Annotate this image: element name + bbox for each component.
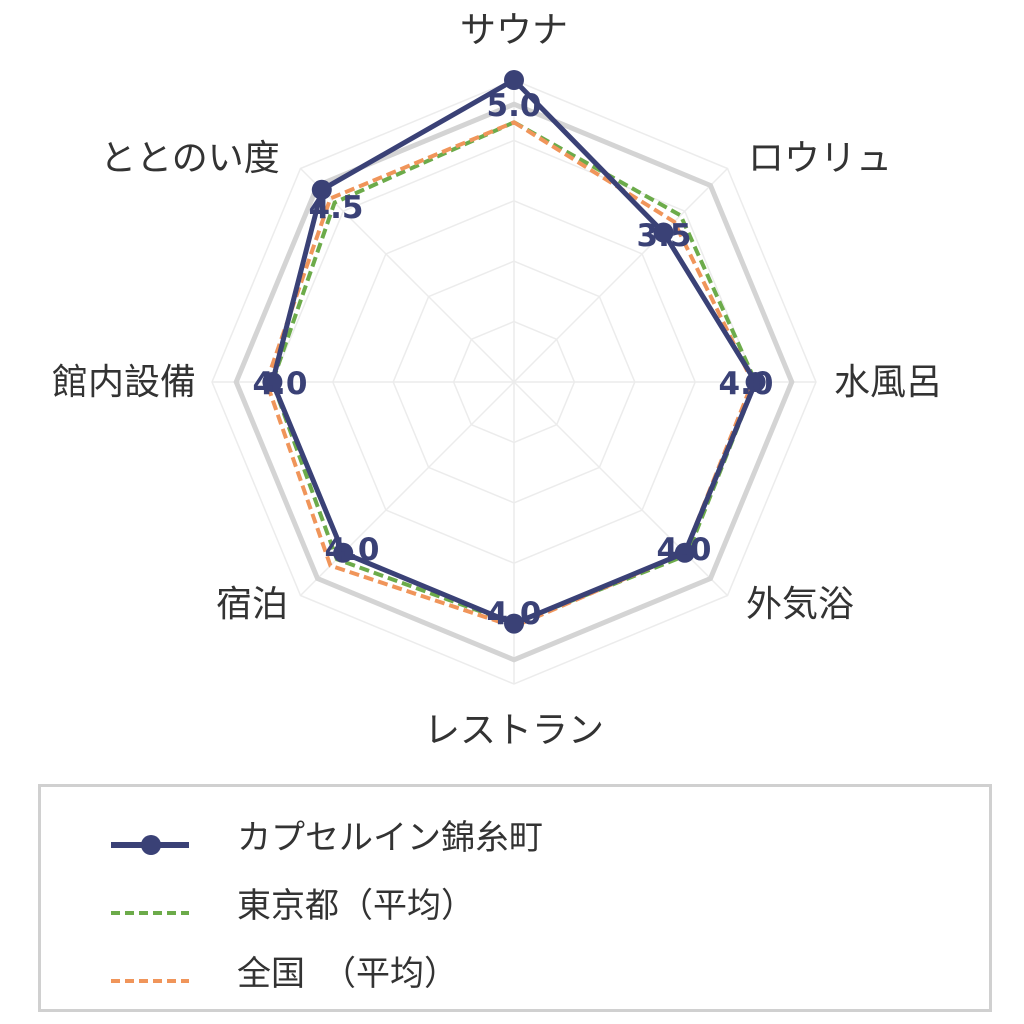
category-label: サウナ [460,10,568,51]
legend-label-2: 全国 （平均） [237,954,458,994]
legend-item-2[interactable]: 全国 （平均） [41,939,989,1009]
series-layer [262,70,766,634]
category-label: 宿泊 [216,584,288,625]
series-point [504,70,524,90]
reference-ring-line [233,101,795,663]
reference-ring [233,101,795,663]
legend-label-1: 東京都（平均） [237,886,475,926]
category-label: 館内設備 [52,362,196,403]
legend-item-1[interactable]: 東京都（平均） [41,871,989,941]
value-label: 4.5 [309,190,364,226]
legend-swatch-dashed-icon [111,979,189,983]
value-label: 4.0 [325,532,380,568]
value-label: 4.0 [487,596,542,632]
legend-swatch-solid-icon [111,835,189,855]
legend-item-0[interactable]: カプセルイン錦糸町 [41,803,989,873]
value-label: 4.0 [657,532,712,568]
legend: カプセルイン錦糸町 東京都（平均） 全国 （平均） [38,784,992,1012]
category-label: 水風呂 [834,362,942,403]
series-point [745,372,766,392]
series-point [333,542,354,563]
category-label: レストラン [424,710,604,751]
category-label: ロウリュ [748,138,892,179]
category-label: ととのい度 [100,138,280,179]
series-line-1 [270,120,758,626]
grid-spoke [513,381,729,597]
series-point [653,222,674,243]
value-label: 4.0 [253,366,308,402]
grid-spoke [513,167,729,383]
series-point [674,542,695,563]
value-labels: 5.0 3.5 4.0 4.0 4.0 4.0 4.0 4.5 [253,88,774,632]
legend-swatch-dashed-icon [111,911,189,915]
category-label: 外気浴 [746,584,854,625]
value-label: 5.0 [487,88,542,124]
legend-label-0: カプセルイン錦糸町 [237,818,543,858]
series-point [504,613,524,634]
series-point [262,372,283,392]
value-label: 3.5 [637,218,692,254]
series-point [311,179,332,200]
value-label: 4.0 [719,366,774,402]
